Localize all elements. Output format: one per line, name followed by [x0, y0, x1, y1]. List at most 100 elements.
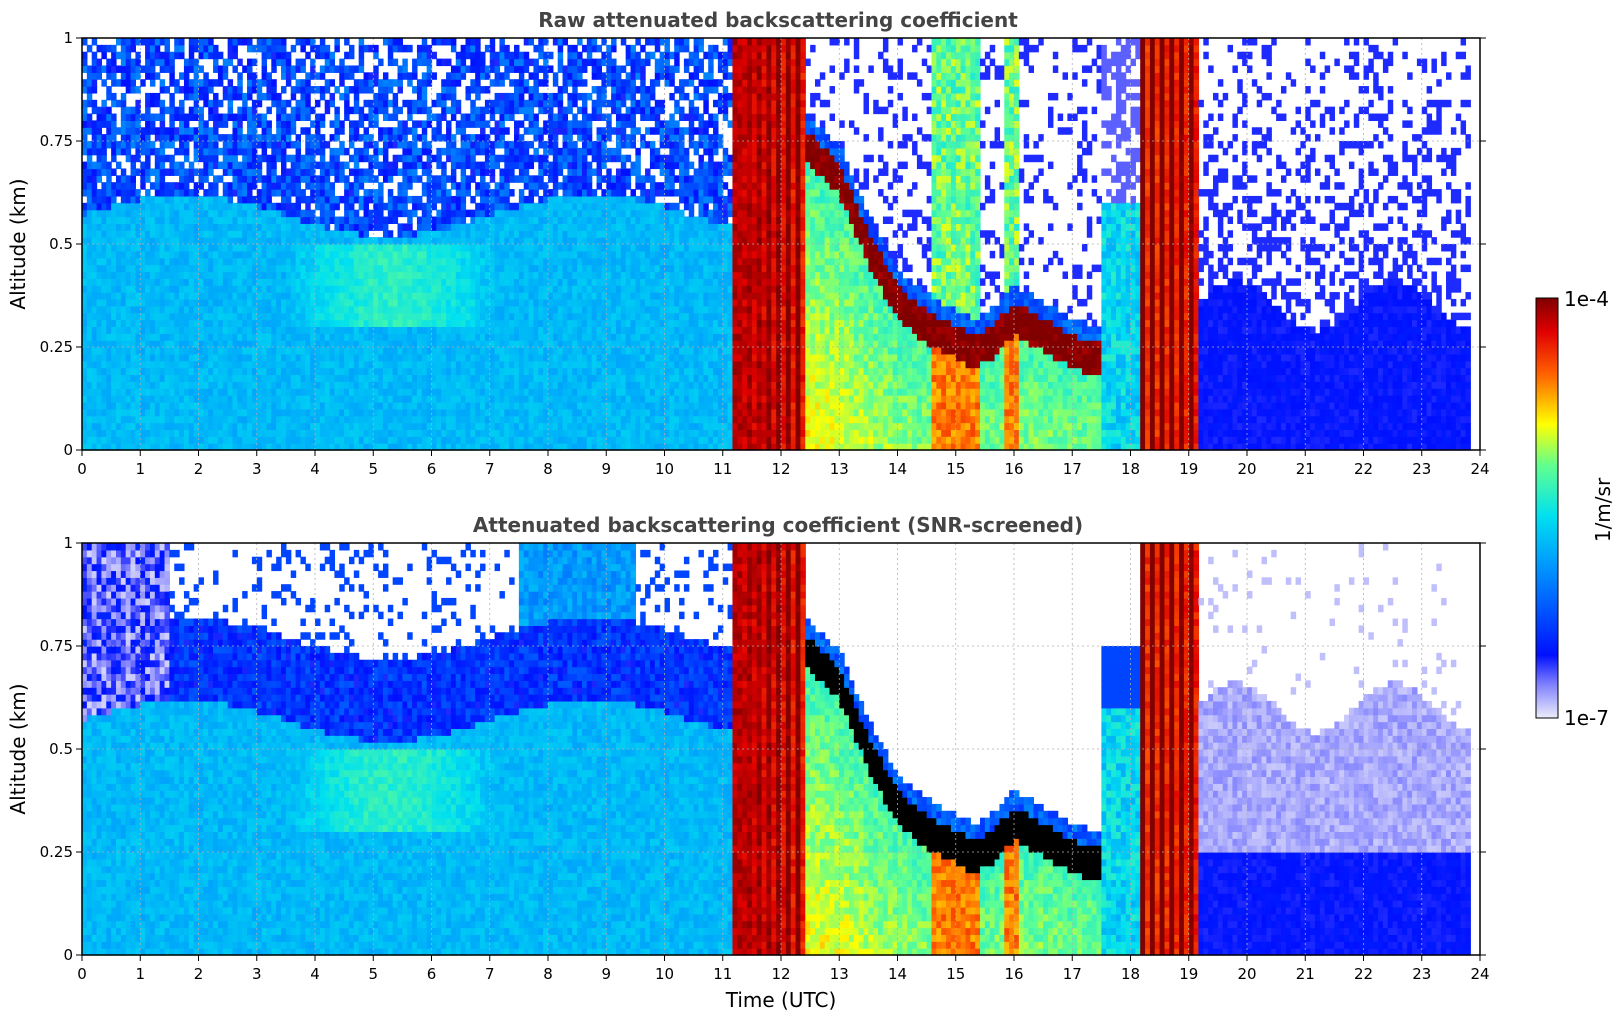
heatmap-cell [169, 120, 174, 127]
heatmap-cell [82, 265, 87, 272]
heatmap-cell [121, 354, 126, 361]
heatmap-cell [92, 278, 97, 285]
heatmap-cell [97, 155, 102, 162]
heatmap-cell [92, 320, 97, 327]
heatmap-cell [145, 271, 150, 278]
heatmap-cell [101, 402, 106, 409]
heatmap-cell [131, 416, 136, 423]
heatmap-cell [111, 354, 116, 361]
heatmap-cell [194, 436, 199, 443]
heatmap-cell [135, 299, 140, 306]
heatmap-cell [150, 326, 155, 333]
heatmap-cell [174, 107, 179, 114]
heatmap-cell [184, 196, 189, 203]
heatmap-cell [92, 168, 97, 175]
heatmap-cell [116, 409, 121, 416]
heatmap-cell [121, 416, 126, 423]
heatmap-cell [111, 72, 116, 79]
heatmap-cell [174, 299, 179, 306]
heatmap-cell [101, 340, 106, 347]
heatmap-cell [184, 251, 189, 258]
heatmap-cell [179, 86, 184, 93]
heatmap-cell [155, 381, 160, 388]
heatmap-cell [155, 148, 160, 155]
heatmap-cell [150, 388, 155, 395]
heatmap-cell [184, 127, 189, 134]
heatmap-cell [169, 127, 174, 134]
heatmap-cell [140, 340, 145, 347]
heatmap-cell [160, 258, 165, 265]
heatmap-cell [165, 354, 170, 361]
heatmap-cell [184, 374, 189, 381]
heatmap-cell [126, 72, 131, 79]
heatmap-cell [150, 258, 155, 265]
heatmap-cell [150, 59, 155, 66]
heatmap-cell [92, 368, 97, 375]
heatmap-cell [92, 120, 97, 127]
heatmap-cell [189, 429, 194, 436]
heatmap-cell [184, 168, 189, 175]
heatmap-cell [150, 271, 155, 278]
heatmap-cell [165, 265, 170, 272]
heatmap-cell [145, 374, 150, 381]
heatmap-cell [106, 271, 111, 278]
heatmap-cell [111, 59, 116, 66]
heatmap-cell [140, 79, 145, 86]
heatmap-cell [92, 141, 97, 148]
heatmap-cell [126, 237, 131, 244]
heatmap-cell [116, 313, 121, 320]
heatmap-cell [165, 141, 170, 148]
heatmap-cell [189, 354, 194, 361]
heatmap-cell [101, 388, 106, 395]
heatmap-cell [169, 52, 174, 59]
heatmap-cell [82, 141, 87, 148]
heatmap-cell [169, 320, 174, 327]
heatmap-cell [111, 340, 116, 347]
heatmap-cell [189, 374, 194, 381]
heatmap-cell [101, 217, 106, 224]
heatmap-cell [165, 416, 170, 423]
heatmap-cell [126, 368, 131, 375]
heatmap-cell [189, 340, 194, 347]
heatmap-cell [101, 395, 106, 402]
heatmap-cell [106, 313, 111, 320]
heatmap-cell [82, 148, 87, 155]
heatmap-cell [165, 374, 170, 381]
heatmap-cell [92, 210, 97, 217]
heatmap-cell [150, 65, 155, 72]
heatmap-cell [92, 313, 97, 320]
heatmap-cell [165, 230, 170, 237]
heatmap-cell [131, 354, 136, 361]
heatmap-cell [189, 59, 194, 66]
heatmap-cell [165, 320, 170, 327]
heatmap-cell [111, 251, 116, 258]
heatmap-cell [194, 299, 199, 306]
heatmap-cell [97, 217, 102, 224]
heatmap-cell [179, 52, 184, 59]
heatmap-cell [184, 299, 189, 306]
heatmap-cell [140, 244, 145, 251]
heatmap-cell [150, 114, 155, 121]
heatmap-cell [189, 79, 194, 86]
heatmap-cell [179, 354, 184, 361]
heatmap-cell [145, 402, 150, 409]
heatmap-cell [169, 278, 174, 285]
heatmap-cell [82, 395, 87, 402]
heatmap-cell [82, 230, 87, 237]
heatmap-cell [97, 148, 102, 155]
heatmap-cell [184, 210, 189, 217]
heatmap-cell [165, 196, 170, 203]
heatmap-cell [126, 423, 131, 430]
heatmap-cell [97, 175, 102, 182]
heatmap-cell [116, 361, 121, 368]
heatmap-cell [189, 271, 194, 278]
heatmap-cell [92, 38, 97, 45]
heatmap-cell [131, 107, 136, 114]
heatmap-cell [97, 429, 102, 436]
heatmap-cell [165, 326, 170, 333]
heatmap-cell [82, 203, 87, 210]
heatmap-cell [121, 175, 126, 182]
heatmap-cell [87, 189, 92, 196]
heatmap-cell [174, 114, 179, 121]
heatmap-cell [87, 313, 92, 320]
